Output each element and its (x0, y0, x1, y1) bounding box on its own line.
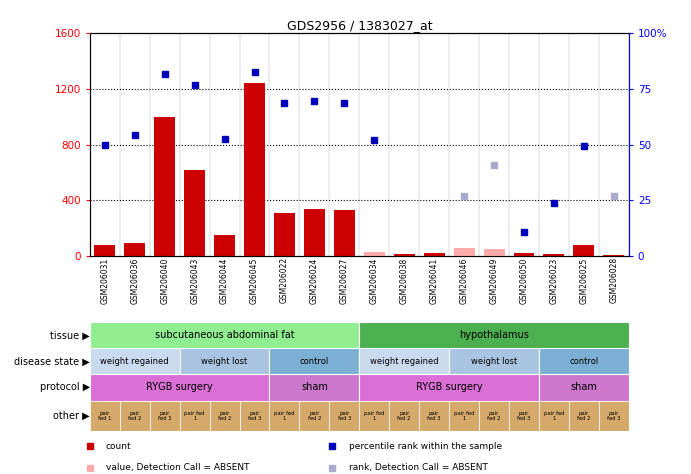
Text: pair fed
1: pair fed 1 (364, 410, 385, 421)
Bar (90, 322, 359, 348)
Bar (269, 348, 359, 374)
Bar (359, 374, 539, 401)
Bar (449, 401, 479, 431)
Title: GDS2956 / 1383027_at: GDS2956 / 1383027_at (287, 19, 432, 32)
Bar (363, 252, 385, 256)
Text: pair fed
1: pair fed 1 (454, 410, 475, 421)
Bar (569, 401, 599, 431)
Text: tissue ▶: tissue ▶ (50, 330, 90, 340)
Text: percentile rank within the sample: percentile rank within the sample (348, 442, 502, 451)
Bar (269, 374, 359, 401)
Bar (394, 254, 415, 256)
Bar (240, 401, 269, 431)
Text: pair
fed 1: pair fed 1 (98, 410, 111, 421)
Text: sham: sham (301, 383, 328, 392)
Text: pair
fed 2: pair fed 2 (128, 410, 142, 421)
Bar (124, 243, 145, 256)
Text: pair fed
1: pair fed 1 (274, 410, 295, 421)
Bar (269, 401, 299, 431)
Text: control: control (569, 357, 598, 366)
Bar (90, 374, 269, 401)
Text: pair
fed 3: pair fed 3 (607, 410, 621, 421)
Bar (120, 401, 150, 431)
Bar (603, 255, 624, 256)
Text: other ▶: other ▶ (53, 411, 90, 421)
Bar (539, 374, 629, 401)
Text: pair
fed 3: pair fed 3 (518, 410, 531, 421)
Bar (359, 401, 389, 431)
Bar (359, 322, 629, 348)
Bar (543, 254, 565, 256)
Text: pair
fed 3: pair fed 3 (428, 410, 441, 421)
Bar (424, 253, 445, 256)
Text: pair
fed 2: pair fed 2 (577, 410, 591, 421)
Text: rank, Detection Call = ABSENT: rank, Detection Call = ABSENT (348, 463, 487, 472)
Bar (244, 83, 265, 256)
Text: weight lost: weight lost (202, 357, 247, 366)
Text: pair
fed 2: pair fed 2 (397, 410, 411, 421)
Text: sham: sham (571, 383, 597, 392)
Bar (274, 213, 295, 256)
Text: weight lost: weight lost (471, 357, 517, 366)
Bar (479, 401, 509, 431)
Bar (484, 249, 504, 256)
Bar (539, 401, 569, 431)
Bar (509, 401, 539, 431)
Bar (180, 348, 269, 374)
Bar (599, 401, 629, 431)
Bar (334, 210, 355, 256)
Text: disease state ▶: disease state ▶ (14, 356, 90, 366)
Bar (574, 245, 594, 256)
Bar (184, 170, 205, 256)
Text: subcutaneous abdominal fat: subcutaneous abdominal fat (155, 330, 294, 340)
Text: hypothalamus: hypothalamus (459, 330, 529, 340)
Text: pair
fed 2: pair fed 2 (307, 410, 321, 421)
Text: RYGB surgery: RYGB surgery (146, 383, 213, 392)
Bar (539, 348, 629, 374)
Bar (389, 401, 419, 431)
Bar (209, 401, 240, 431)
Bar (453, 247, 475, 256)
Bar (419, 401, 449, 431)
Text: pair fed
1: pair fed 1 (184, 410, 205, 421)
Text: pair
fed 2: pair fed 2 (218, 410, 231, 421)
Text: pair
fed 3: pair fed 3 (158, 410, 171, 421)
Text: RYGB surgery: RYGB surgery (416, 383, 482, 392)
Text: pair
fed 3: pair fed 3 (338, 410, 351, 421)
Text: weight regained: weight regained (370, 357, 439, 366)
Text: control: control (300, 357, 329, 366)
Bar (330, 401, 359, 431)
Text: pair fed
1: pair fed 1 (544, 410, 565, 421)
Bar (214, 235, 235, 256)
Bar (359, 348, 449, 374)
Text: pair
fed 3: pair fed 3 (248, 410, 261, 421)
Bar (90, 348, 180, 374)
Bar (90, 401, 120, 431)
Bar (94, 245, 115, 256)
Text: pair
fed 2: pair fed 2 (487, 410, 501, 421)
Bar (513, 253, 534, 256)
Text: count: count (106, 442, 131, 451)
Text: weight regained: weight regained (100, 357, 169, 366)
Text: value, Detection Call = ABSENT: value, Detection Call = ABSENT (106, 463, 249, 472)
Text: protocol ▶: protocol ▶ (39, 383, 90, 392)
Bar (154, 117, 175, 256)
Bar (304, 209, 325, 256)
Bar (150, 401, 180, 431)
Bar (449, 348, 539, 374)
Bar (180, 401, 209, 431)
Bar (299, 401, 330, 431)
